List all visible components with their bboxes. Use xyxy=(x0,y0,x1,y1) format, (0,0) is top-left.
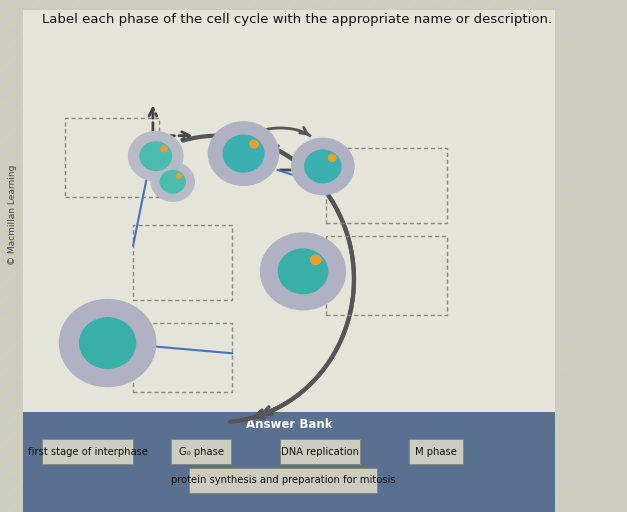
Circle shape xyxy=(292,138,354,195)
FancyBboxPatch shape xyxy=(171,439,231,464)
Bar xyxy=(325,148,448,223)
Bar xyxy=(65,118,159,197)
Circle shape xyxy=(140,142,172,170)
Circle shape xyxy=(310,255,321,264)
Bar xyxy=(133,225,232,300)
Circle shape xyxy=(261,233,345,310)
Circle shape xyxy=(177,174,182,178)
Text: Answer Bank: Answer Bank xyxy=(246,418,332,431)
Circle shape xyxy=(129,132,183,181)
FancyBboxPatch shape xyxy=(23,412,555,512)
Text: first stage of interphase: first stage of interphase xyxy=(28,446,148,457)
Text: © Macmillan Learning: © Macmillan Learning xyxy=(8,165,17,265)
FancyBboxPatch shape xyxy=(23,10,555,420)
Circle shape xyxy=(250,140,258,148)
Text: Label each phase of the cell cycle with the appropriate name or description.: Label each phase of the cell cycle with … xyxy=(43,13,552,26)
Circle shape xyxy=(223,135,264,172)
FancyBboxPatch shape xyxy=(189,468,377,493)
Text: M phase: M phase xyxy=(415,446,457,457)
Circle shape xyxy=(329,155,336,161)
Circle shape xyxy=(305,150,341,183)
Circle shape xyxy=(208,122,278,185)
Circle shape xyxy=(161,146,167,152)
Circle shape xyxy=(60,300,155,387)
Text: G₀ phase: G₀ phase xyxy=(179,446,224,457)
FancyBboxPatch shape xyxy=(42,439,134,464)
Text: DNA replication: DNA replication xyxy=(281,446,359,457)
FancyBboxPatch shape xyxy=(409,439,463,464)
Bar xyxy=(133,323,232,392)
Circle shape xyxy=(80,318,135,368)
FancyBboxPatch shape xyxy=(280,439,360,464)
Circle shape xyxy=(161,170,185,193)
Circle shape xyxy=(278,249,328,294)
Circle shape xyxy=(151,162,194,201)
Bar xyxy=(325,236,448,315)
Text: protein synthesis and preparation for mitosis: protein synthesis and preparation for mi… xyxy=(171,475,396,485)
